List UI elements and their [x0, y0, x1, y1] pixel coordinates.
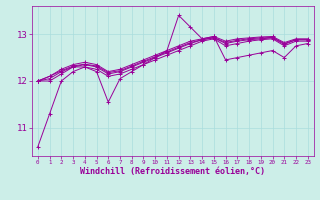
X-axis label: Windchill (Refroidissement éolien,°C): Windchill (Refroidissement éolien,°C): [80, 167, 265, 176]
